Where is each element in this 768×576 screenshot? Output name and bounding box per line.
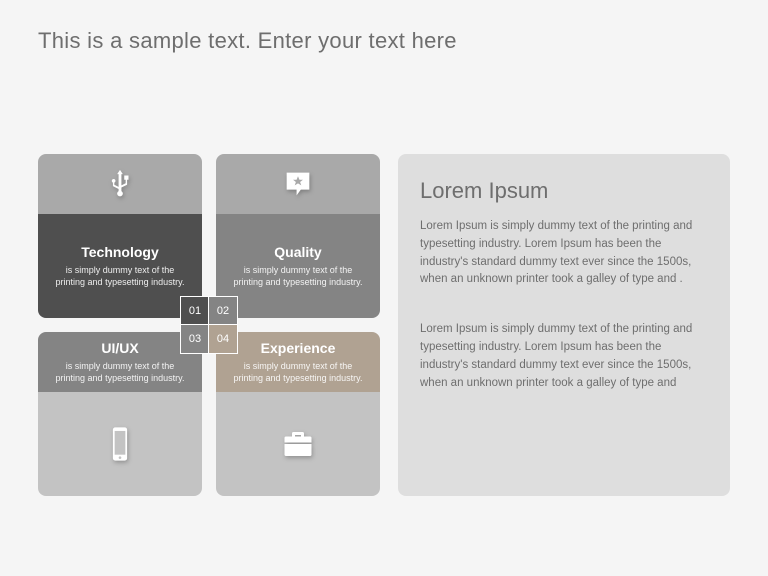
card-uiux: UI/UX is simply dummy text of the printi… (38, 332, 202, 496)
card-desc: is simply dummy text of the printing and… (228, 360, 368, 384)
side-panel-para-1: Lorem Ipsum is simply dummy text of the … (420, 218, 708, 289)
side-panel-para-2: Lorem Ipsum is simply dummy text of the … (420, 321, 708, 392)
card-number-badge: 04 (208, 324, 238, 354)
card-title: Experience (261, 340, 336, 356)
card-number-badge: 03 (180, 324, 210, 354)
page-title: This is a sample text. Enter your text h… (38, 28, 457, 54)
card-title: Quality (274, 244, 321, 260)
cards-grid: Technology is simply dummy text of the p… (38, 154, 380, 496)
card-icon-band (38, 154, 202, 214)
card-desc: is simply dummy text of the printing and… (50, 264, 190, 288)
briefcase-icon (280, 429, 316, 459)
card-text-band: Experience is simply dummy text of the p… (216, 332, 380, 392)
card-desc: is simply dummy text of the printing and… (228, 264, 368, 288)
card-number-badge: 02 (208, 296, 238, 326)
card-desc: is simply dummy text of the printing and… (50, 360, 190, 384)
card-experience: Experience is simply dummy text of the p… (216, 332, 380, 496)
card-text-band: Quality is simply dummy text of the prin… (216, 214, 380, 318)
star-speech-icon (281, 167, 315, 201)
card-text-band: UI/UX is simply dummy text of the printi… (38, 332, 202, 392)
side-panel: Lorem Ipsum Lorem Ipsum is simply dummy … (398, 154, 730, 496)
card-icon-band (216, 392, 380, 496)
card-text-band: Technology is simply dummy text of the p… (38, 214, 202, 318)
phone-icon (105, 425, 135, 463)
card-number-badge: 01 (180, 296, 210, 326)
card-title: UI/UX (101, 340, 138, 356)
card-icon-band (38, 392, 202, 496)
card-quality: Quality is simply dummy text of the prin… (216, 154, 380, 318)
card-icon-band (216, 154, 380, 214)
usb-icon (103, 167, 137, 201)
card-technology: Technology is simply dummy text of the p… (38, 154, 202, 318)
side-panel-title: Lorem Ipsum (420, 178, 708, 204)
card-title: Technology (81, 244, 159, 260)
